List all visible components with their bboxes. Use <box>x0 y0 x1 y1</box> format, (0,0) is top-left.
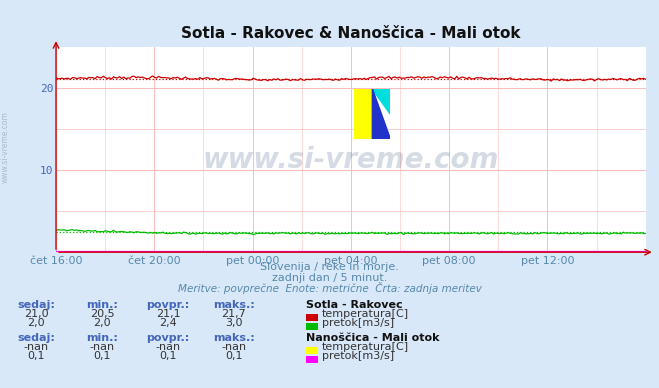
Text: min.:: min.: <box>86 333 118 343</box>
Text: 21,7: 21,7 <box>221 309 246 319</box>
Text: zadnji dan / 5 minut.: zadnji dan / 5 minut. <box>272 273 387 283</box>
Title: Sotla - Rakovec & Nanoščica - Mali otok: Sotla - Rakovec & Nanoščica - Mali otok <box>181 26 521 41</box>
Text: sedaj:: sedaj: <box>17 300 55 310</box>
Text: www.si-vreme.com: www.si-vreme.com <box>1 111 10 184</box>
Text: maks.:: maks.: <box>213 333 255 343</box>
Text: 20,5: 20,5 <box>90 309 115 319</box>
Text: povpr.:: povpr.: <box>146 333 190 343</box>
Text: temperatura[C]: temperatura[C] <box>322 342 409 352</box>
Text: povpr.:: povpr.: <box>146 300 190 310</box>
Text: -nan: -nan <box>90 342 115 352</box>
Text: 0,1: 0,1 <box>28 351 45 361</box>
Text: -nan: -nan <box>221 342 246 352</box>
Polygon shape <box>372 89 391 114</box>
Polygon shape <box>372 89 391 139</box>
Polygon shape <box>355 89 372 139</box>
Text: 21,0: 21,0 <box>24 309 49 319</box>
Text: 2,4: 2,4 <box>159 318 177 328</box>
Text: 0,1: 0,1 <box>225 351 243 361</box>
Text: pretok[m3/s]: pretok[m3/s] <box>322 351 393 361</box>
Text: 0,1: 0,1 <box>94 351 111 361</box>
Text: Meritve: povprečne  Enote: metrične  Črta: zadnja meritev: Meritve: povprečne Enote: metrične Črta:… <box>177 282 482 294</box>
Text: min.:: min.: <box>86 300 118 310</box>
Text: sedaj:: sedaj: <box>17 333 55 343</box>
Text: Sotla - Rakovec: Sotla - Rakovec <box>306 300 403 310</box>
Text: maks.:: maks.: <box>213 300 255 310</box>
Text: www.si-vreme.com: www.si-vreme.com <box>203 146 499 174</box>
Text: Nanoščica - Mali otok: Nanoščica - Mali otok <box>306 333 440 343</box>
Text: 2,0: 2,0 <box>94 318 111 328</box>
Text: 2,0: 2,0 <box>28 318 45 328</box>
Text: 0,1: 0,1 <box>159 351 177 361</box>
Text: pretok[m3/s]: pretok[m3/s] <box>322 318 393 328</box>
Text: 21,1: 21,1 <box>156 309 181 319</box>
Text: temperatura[C]: temperatura[C] <box>322 309 409 319</box>
Text: Slovenija / reke in morje.: Slovenija / reke in morje. <box>260 262 399 272</box>
Text: -nan: -nan <box>24 342 49 352</box>
Text: 3,0: 3,0 <box>225 318 243 328</box>
Text: -nan: -nan <box>156 342 181 352</box>
